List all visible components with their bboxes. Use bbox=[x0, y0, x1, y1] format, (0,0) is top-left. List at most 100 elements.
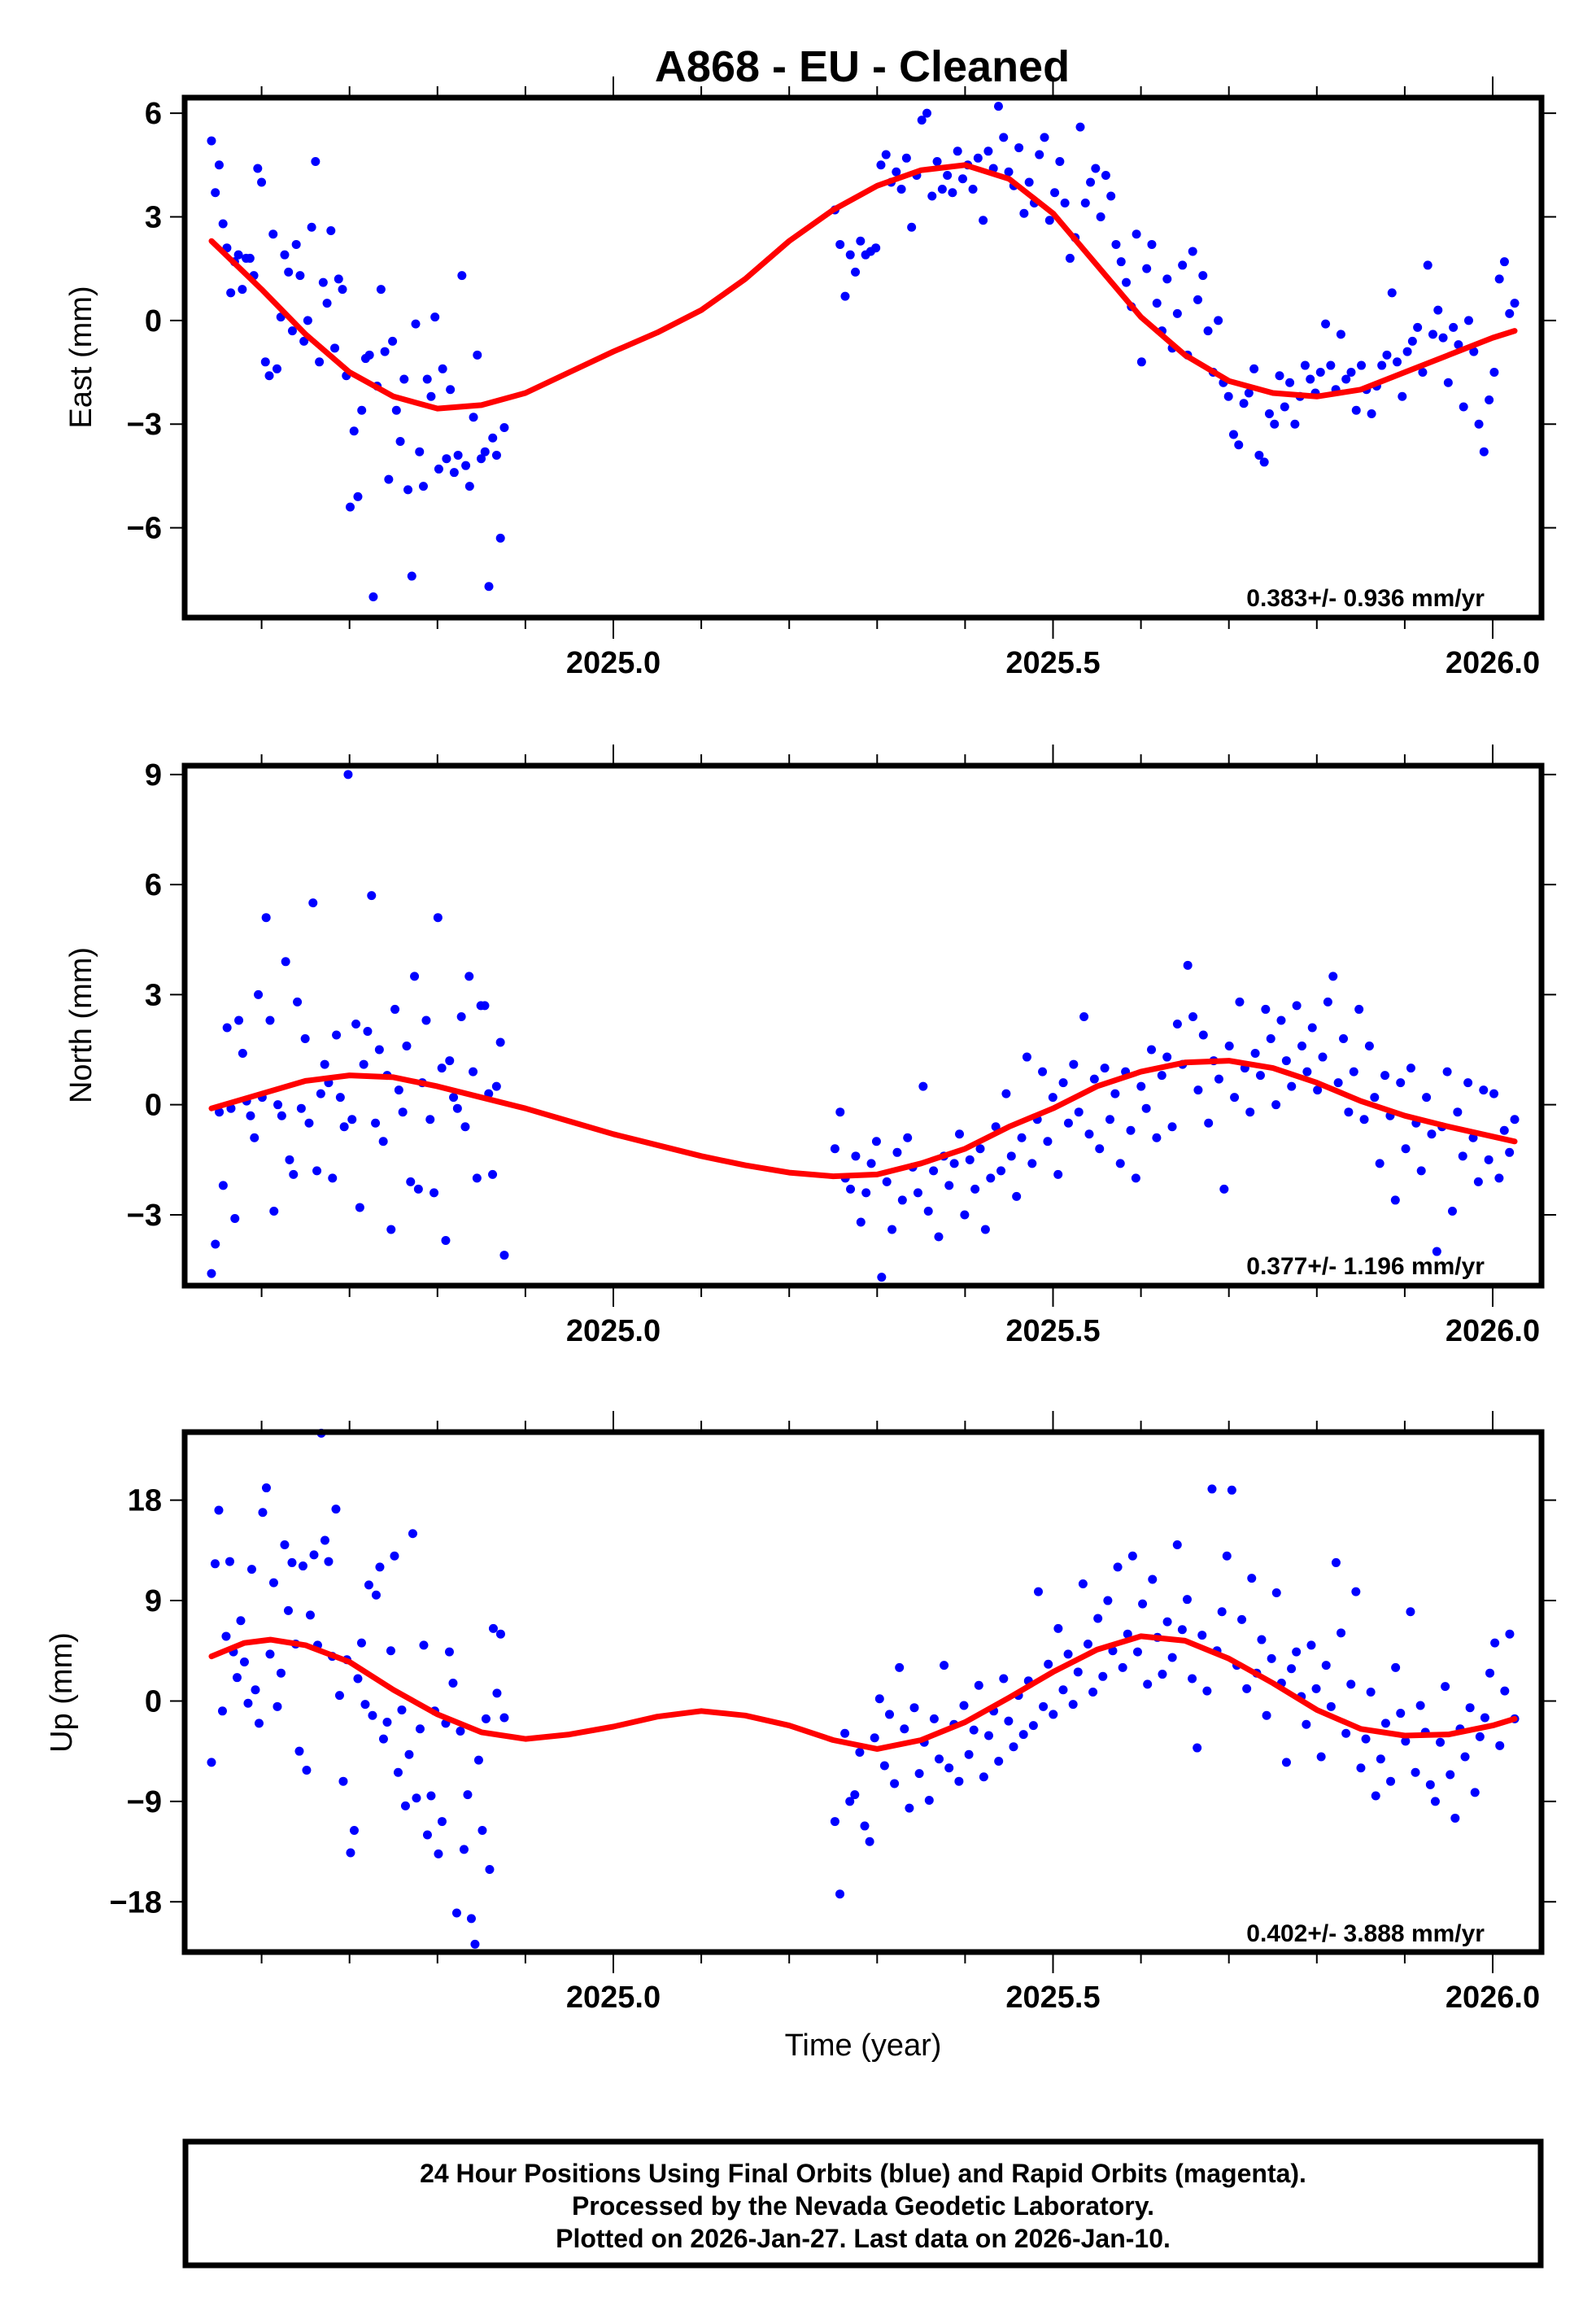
north-rate-label: 0.377+/- 1.196 mm/yr bbox=[1246, 1253, 1485, 1280]
north-data-point bbox=[445, 1056, 455, 1066]
east-data-point bbox=[1387, 288, 1397, 298]
up-data-point bbox=[1009, 1742, 1018, 1752]
east-data-point bbox=[1398, 391, 1407, 401]
east-rate-label: 0.383+/- 0.936 mm/yr bbox=[1246, 585, 1485, 612]
north-data-point bbox=[1136, 1081, 1146, 1091]
north-data-point bbox=[402, 1042, 412, 1051]
up-data-point bbox=[1078, 1579, 1088, 1588]
north-data-point bbox=[363, 1026, 373, 1036]
north-data-point bbox=[1276, 1015, 1286, 1025]
up-data-point bbox=[1098, 1671, 1108, 1681]
north-data-point bbox=[1006, 1151, 1016, 1161]
up-data-point bbox=[261, 1483, 271, 1493]
north-data-point bbox=[1250, 1049, 1260, 1059]
east-data-point bbox=[326, 225, 336, 235]
north-data-point bbox=[1074, 1107, 1084, 1117]
up-data-point bbox=[934, 1754, 944, 1764]
east-data-point bbox=[207, 136, 216, 146]
up-data-point bbox=[1088, 1688, 1098, 1697]
up-data-point bbox=[210, 1559, 220, 1569]
up-data-point bbox=[386, 1646, 395, 1656]
east-data-point bbox=[442, 454, 451, 464]
up-data-point bbox=[1326, 1701, 1336, 1711]
up-data-point bbox=[1118, 1662, 1127, 1672]
up-data-point bbox=[1162, 1617, 1172, 1627]
up-data-point bbox=[1446, 1770, 1455, 1780]
east-data-point bbox=[1418, 368, 1428, 378]
east-data-point bbox=[840, 291, 850, 301]
up-x-tick-label: 2026.0 bbox=[1446, 1981, 1540, 2015]
north-y-tick-label: 9 bbox=[145, 758, 162, 793]
north-data-point bbox=[355, 1203, 364, 1212]
north-data-point bbox=[1432, 1247, 1441, 1256]
north-data-point bbox=[1458, 1151, 1467, 1161]
east-data-point bbox=[488, 433, 498, 443]
up-data-point bbox=[294, 1746, 304, 1756]
east-data-point bbox=[449, 468, 459, 478]
east-y-tick-label: −3 bbox=[127, 408, 162, 442]
east-data-point bbox=[415, 447, 425, 456]
north-data-point bbox=[1422, 1093, 1432, 1103]
up-data-point bbox=[334, 1691, 344, 1701]
north-y-tick-label: −3 bbox=[127, 1199, 162, 1233]
up-data-point bbox=[969, 1725, 979, 1735]
up-data-point bbox=[1341, 1728, 1351, 1738]
north-data-point bbox=[980, 1225, 990, 1234]
east-data-point bbox=[1214, 316, 1223, 325]
up-data-point bbox=[1188, 1674, 1197, 1684]
north-data-point bbox=[918, 1081, 928, 1091]
east-data-point bbox=[330, 343, 340, 353]
east-data-point bbox=[399, 374, 409, 384]
east-data-point bbox=[422, 374, 432, 384]
north-data-point bbox=[425, 1115, 435, 1125]
east-data-point bbox=[1428, 330, 1438, 339]
up-data-point bbox=[974, 1680, 983, 1690]
east-data-point bbox=[260, 357, 270, 367]
east-data-point bbox=[384, 474, 394, 484]
north-data-point bbox=[944, 1181, 954, 1190]
east-data-point bbox=[968, 185, 978, 194]
north-data-point bbox=[1473, 1177, 1483, 1186]
east-data-point bbox=[1306, 374, 1315, 384]
up-data-point bbox=[437, 1817, 447, 1827]
east-data-point bbox=[927, 191, 937, 201]
east-data-point bbox=[1489, 368, 1499, 378]
east-x-tick-label: 2025.5 bbox=[1005, 646, 1100, 680]
up-data-point bbox=[1193, 1743, 1202, 1753]
up-data-point bbox=[251, 1685, 260, 1695]
north-data-point bbox=[1224, 1042, 1234, 1051]
up-data-point bbox=[415, 1724, 425, 1734]
up-panel: Up (mm) 0.402+/- 3.888 mm/yr Time (year)… bbox=[45, 1411, 1556, 2063]
up-data-point bbox=[349, 1826, 359, 1836]
north-data-point bbox=[1152, 1133, 1162, 1142]
north-data-point bbox=[456, 1011, 466, 1021]
up-data-point bbox=[1500, 1686, 1510, 1696]
up-data-point bbox=[331, 1505, 341, 1514]
east-data-point bbox=[1463, 316, 1473, 325]
footer-frame bbox=[182, 2138, 1544, 2269]
east-data-point bbox=[491, 450, 501, 460]
east-data-point bbox=[295, 271, 305, 281]
east-data-point bbox=[1264, 408, 1274, 418]
up-data-point bbox=[840, 1728, 850, 1738]
north-data-point bbox=[277, 1111, 286, 1120]
up-data-point bbox=[1475, 1732, 1485, 1741]
north-data-point bbox=[293, 997, 303, 1007]
up-data-point bbox=[221, 1631, 231, 1641]
north-data-point bbox=[1027, 1159, 1037, 1168]
north-x-tick-label: 2025.0 bbox=[566, 1314, 661, 1348]
north-data-point bbox=[300, 1034, 310, 1044]
north-data-point bbox=[835, 1107, 845, 1117]
north-data-point bbox=[472, 1173, 482, 1183]
north-data-point bbox=[491, 1081, 501, 1091]
up-data-point bbox=[298, 1561, 307, 1571]
east-data-point bbox=[268, 229, 278, 239]
up-data-point bbox=[1441, 1682, 1450, 1692]
north-data-point bbox=[1162, 1052, 1172, 1062]
up-data-point bbox=[364, 1580, 373, 1590]
north-data-point bbox=[1281, 1056, 1291, 1066]
north-data-point bbox=[986, 1173, 996, 1183]
north-data-point bbox=[269, 1206, 279, 1216]
up-data-point bbox=[1460, 1752, 1470, 1762]
up-data-point bbox=[830, 1817, 839, 1827]
